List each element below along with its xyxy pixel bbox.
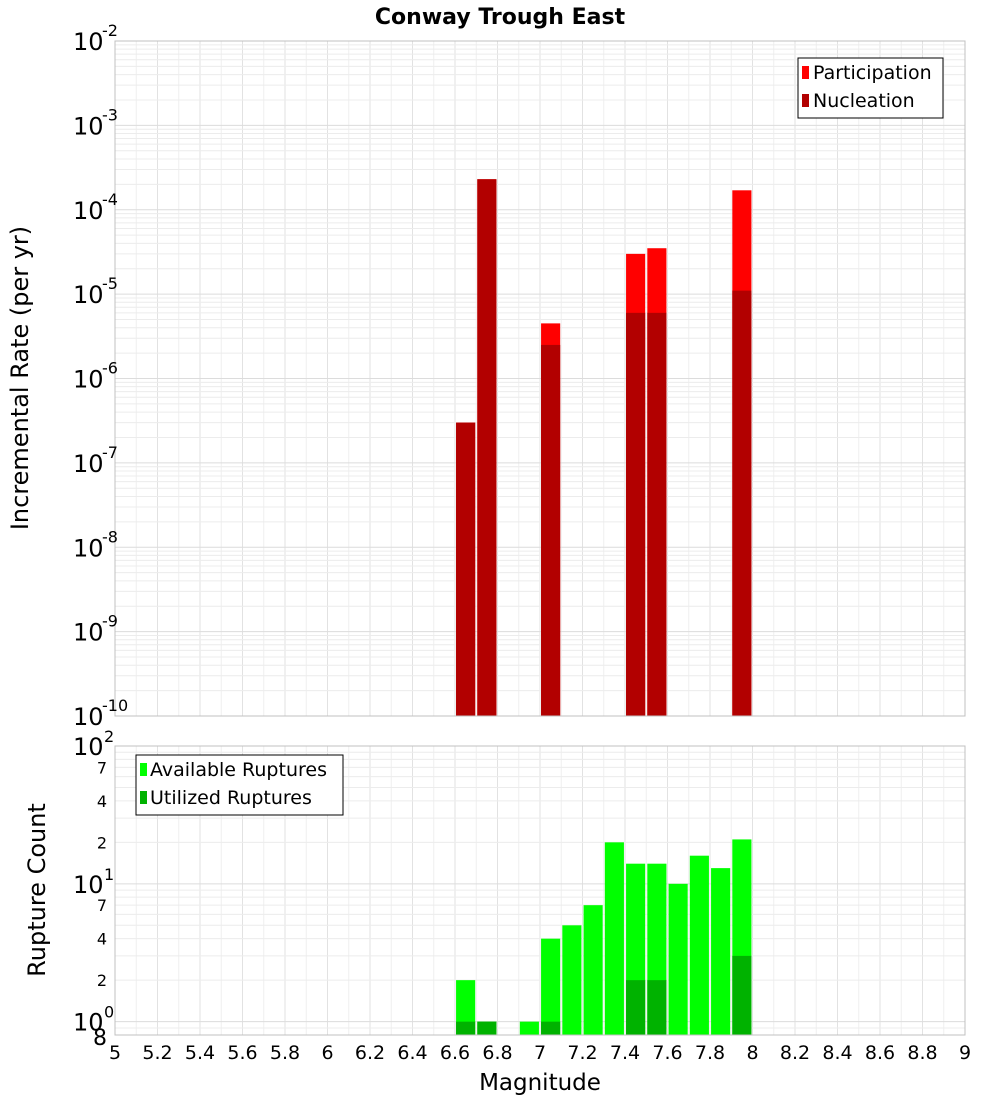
x-tick-label: 5 (109, 1042, 121, 1064)
y-tick-label: 10 (73, 28, 104, 56)
bar-nucleation (732, 290, 752, 716)
top-plot-frame (114, 40, 966, 717)
y-tick-label: 10 (73, 733, 104, 761)
y-tick-label: 10 (73, 450, 104, 478)
y-minor-tick-label: 7 (97, 758, 107, 777)
y-tick-exponent: -8 (102, 527, 118, 546)
x-tick-label: 6.6 (440, 1042, 470, 1064)
x-tick-label: 5.6 (227, 1042, 257, 1064)
y-tick-label: 10 (73, 871, 104, 899)
bar-nucleation (456, 422, 476, 716)
legend-label-nucleation: Nucleation (813, 90, 915, 112)
bar-available-ruptures (456, 980, 476, 1035)
bar-available-ruptures (604, 842, 624, 1035)
legend-swatch-participation (802, 66, 809, 79)
legend-label-available-ruptures: Available Ruptures (150, 759, 327, 781)
bar-available-ruptures (711, 868, 731, 1035)
bottom-legend-box (135, 754, 344, 816)
top-legend: Participation Nucleation (797, 57, 944, 119)
top-plot-grid (114, 40, 966, 717)
x-tick-label: 8 (746, 1042, 758, 1064)
legend-swatch-utilized-ruptures (140, 791, 147, 804)
x-tick-label: 5.8 (270, 1042, 300, 1064)
x-tick-label: 6.8 (482, 1042, 512, 1064)
legend-swatch-available-ruptures (140, 763, 147, 776)
bar-nucleation (626, 312, 646, 716)
y-tick-exponent: 2 (104, 727, 114, 746)
bar-available-ruptures (519, 1021, 539, 1035)
y-tick-exponent: -2 (102, 21, 118, 40)
y-tick-label: 10 (73, 366, 104, 394)
x-tick-label: 5.4 (185, 1042, 215, 1064)
y-tick-label: 10 (73, 619, 104, 647)
x-tick-label: 9 (959, 1042, 971, 1064)
bar-nucleation (477, 179, 497, 716)
legend-swatch-nucleation (802, 94, 809, 107)
x-tick-label: 7.4 (610, 1042, 640, 1064)
bottom-plot-frame (114, 745, 966, 1036)
bar-utilized-ruptures (541, 1021, 561, 1035)
bar-nucleation (647, 312, 667, 716)
bar-available-ruptures (562, 925, 582, 1035)
y-tick-exponent: -6 (102, 359, 118, 378)
bar-utilized-ruptures (732, 955, 752, 1035)
y-tick-exponent: -10 (102, 696, 128, 715)
y-minor-tick-label: 4 (97, 930, 107, 949)
x-axis-label: Magnitude (479, 1070, 601, 1096)
y-minor-tick-label: 7 (97, 896, 107, 915)
x-tick-label: 8.2 (780, 1042, 810, 1064)
x-tick-label: 7.2 (567, 1042, 597, 1064)
bar-available-ruptures (689, 855, 709, 1035)
y-tick-exponent: -4 (102, 190, 118, 209)
y-minor-tick-label: 2 (97, 833, 107, 852)
top-plot-bars (456, 179, 752, 717)
y-minor-tick-label: 2 (97, 971, 107, 990)
x-tick-label: 5.2 (142, 1042, 172, 1064)
bar-nucleation (541, 344, 561, 716)
x-tick-label: 6.4 (397, 1042, 427, 1064)
x-tick-label: 7 (534, 1042, 546, 1064)
bar-available-ruptures (583, 905, 603, 1035)
bottom-plot-bars (456, 839, 752, 1035)
bottom-y-axis-label: Rupture Count (23, 803, 51, 977)
y-tick-label: 10 (73, 534, 104, 562)
x-tick-label: 8.4 (822, 1042, 852, 1064)
y-tick-label: 10 (73, 197, 104, 225)
y-tick-exponent: 1 (104, 865, 114, 884)
x-tick-labels: 5 5.2 5.4 5.6 5.8 6 6.2 6.4 6.6 6.8 7 7.2 7.4 7.6 7.8 8… (109, 1042, 971, 1064)
bar-utilized-ruptures (456, 1021, 476, 1035)
y-tick-label: 10 (73, 703, 104, 731)
legend-label-participation: Participation (813, 62, 932, 84)
bar-utilized-ruptures (477, 1021, 497, 1035)
y-tick-exponent: -7 (102, 443, 118, 462)
bar-utilized-ruptures (647, 980, 667, 1035)
y-tick-label: 10 (73, 1009, 104, 1037)
y-tick-exponent: 0 (104, 1003, 114, 1022)
y-tick-exponent: -3 (102, 105, 118, 124)
top-y-axis-label: Incremental Rate (per yr) (6, 226, 34, 530)
y-minor-tick-label: 4 (97, 792, 107, 811)
bar-available-ruptures (668, 883, 688, 1035)
x-tick-label: 8.6 (865, 1042, 895, 1064)
x-tick-label: 8.8 (907, 1042, 937, 1064)
x-tick-label: 7.6 (652, 1042, 682, 1064)
bar-utilized-ruptures (626, 980, 646, 1035)
bar-available-ruptures (541, 938, 561, 1035)
y-tick-exponent: -5 (102, 274, 118, 293)
y-tick-exponent: -9 (102, 612, 118, 631)
y-tick-label: 10 (73, 112, 104, 140)
x-tick-label: 7.8 (695, 1042, 725, 1064)
bottom-legend: Available Ruptures Utilized Ruptures (135, 754, 344, 816)
x-tick-label: 6.2 (355, 1042, 385, 1064)
y-minor-tick-label: 8 (93, 1026, 107, 1051)
chart-title: Conway Trough East (375, 5, 626, 30)
x-tick-label: 6 (321, 1042, 333, 1064)
top-legend-box (797, 57, 944, 119)
y-tick-label: 10 (73, 281, 104, 309)
legend-label-utilized-ruptures: Utilized Ruptures (150, 787, 312, 809)
